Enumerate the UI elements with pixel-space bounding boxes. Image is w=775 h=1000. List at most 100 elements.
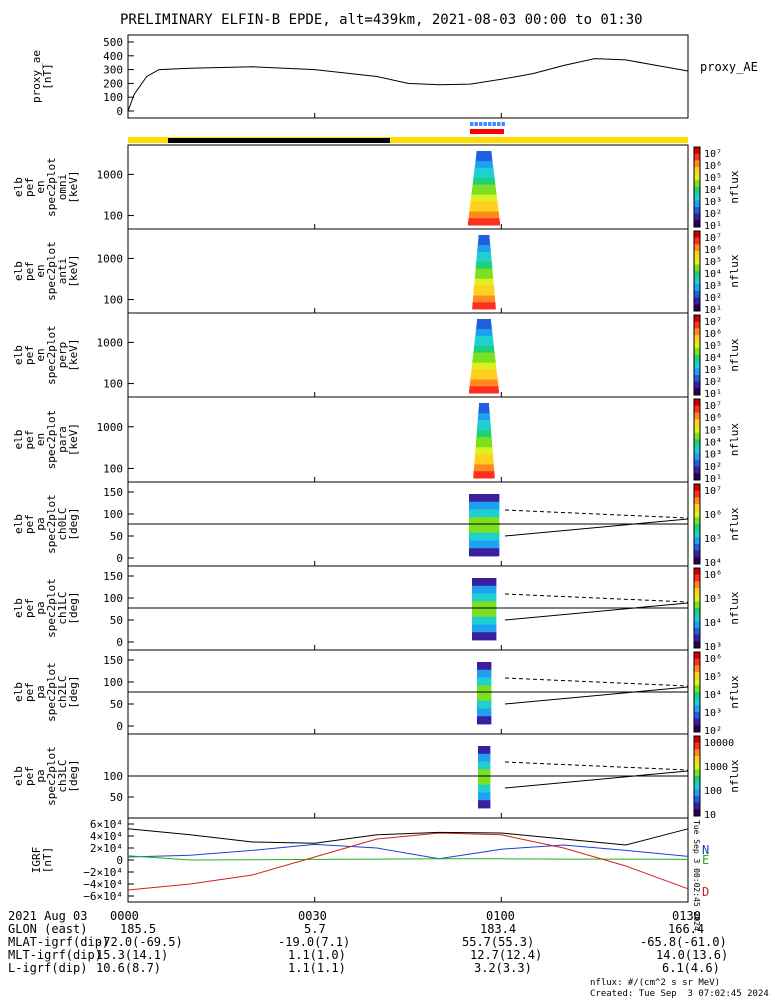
colorbar-frame-ch0LC xyxy=(693,483,701,565)
pa-cell-ch0LC-0-6 xyxy=(469,540,474,549)
pa-cell-ch3LC-1-0 xyxy=(479,746,482,755)
pa-cell-ch1LC-2-3 xyxy=(478,601,482,610)
ylabel-para-4: para xyxy=(56,426,69,453)
pa-cell-ch2LC-6-6 xyxy=(487,708,490,717)
spec-cell-para-15 xyxy=(474,454,494,459)
pa-cell-ch0LC-4-0 xyxy=(484,494,489,503)
pa-cell-ch0LC-4-2 xyxy=(484,509,489,518)
legend-E: E xyxy=(702,853,709,867)
ytick-igrf-6: −6×10⁴ xyxy=(83,890,123,903)
colorbar-seg-perp-0 xyxy=(694,315,700,323)
cbtick-anti-3: 10⁴ xyxy=(704,269,722,280)
spec-cell-perp-20 xyxy=(469,386,499,391)
panel-frame-anti xyxy=(127,228,689,314)
ytick-ch3LC-0: 100 xyxy=(103,770,123,783)
pa-cell-ch2LC-0-7 xyxy=(477,716,480,725)
pa-cell-ch2LC-7-4 xyxy=(489,693,492,702)
igrf-line-D xyxy=(127,832,689,891)
colorbar-seg-omni-7 xyxy=(694,193,700,201)
cblabel-anti: nflux xyxy=(728,254,741,287)
pa-cell-ch0LC-1-1 xyxy=(472,501,477,510)
ylabel-anti-0: elb xyxy=(12,261,25,281)
pa-cell-ch1LC-7-5 xyxy=(493,616,497,625)
pa-cell-ch2LC-5-6 xyxy=(485,708,488,717)
spec-cell-para-8 xyxy=(476,430,492,435)
pa-cell-ch1LC-2-7 xyxy=(478,632,482,641)
pa-cell-ch3LC-3-2 xyxy=(482,761,485,770)
ylabel-ch0LC-1: pef xyxy=(23,514,36,534)
cbtick-anti-2: 10⁵ xyxy=(704,257,722,268)
pa-cell-ch1LC-7-3 xyxy=(493,601,497,610)
ylabel-ch1LC-1: pef xyxy=(23,598,36,618)
ytick-ch0LC-1: 100 xyxy=(103,508,123,521)
cbtick-omni-0: 10⁷ xyxy=(704,149,722,160)
pa-cell-ch3LC-6-3 xyxy=(487,769,489,778)
pa-cell-ch1LC-3-0 xyxy=(481,578,485,587)
ytick-omni-0: 1000 xyxy=(97,168,124,181)
colorbar-seg-anti-1 xyxy=(694,237,700,245)
ylabel-anti-5: [keV] xyxy=(67,254,80,287)
pa-cell-ch1LC-3-5 xyxy=(481,616,485,625)
pa-cell-ch2LC-6-7 xyxy=(487,716,490,725)
pa-cell-ch0LC-4-3 xyxy=(484,517,489,526)
colorbar-seg-omni-5 xyxy=(694,180,700,188)
pa-cell-ch0LC-3-4 xyxy=(480,525,485,534)
pa-cell-ch0LC-0-7 xyxy=(469,548,474,557)
ytick-igrf-2: 2×10⁴ xyxy=(90,842,123,855)
pa-cell-ch3LC-4-3 xyxy=(484,769,486,778)
spec-cell-omni-10 xyxy=(472,184,496,189)
pa-cell-ch2LC-0-0 xyxy=(477,662,480,671)
ylabel-ch3LC-0: elb xyxy=(12,766,25,786)
colorbar-seg-ch3LC-10 xyxy=(694,802,700,810)
ylabel-ch3LC-2: pa xyxy=(34,769,47,782)
cbtick-ch3LC-3: 10 xyxy=(704,810,716,821)
spec-cell-perp-8 xyxy=(473,345,495,350)
legend-D: D xyxy=(702,885,709,899)
spec-cell-omni-21 xyxy=(467,221,501,226)
pa-cell-ch1LC-5-5 xyxy=(487,616,491,625)
colorbar-seg-anti-11 xyxy=(694,304,700,312)
pa-cell-ch0LC-4-7 xyxy=(484,548,489,557)
cbtick-perp-5: 10² xyxy=(704,377,722,388)
spec-cell-perp-16 xyxy=(470,372,498,377)
science-zone-blue-5 xyxy=(492,122,496,126)
ylabel-anti-1: pef xyxy=(23,261,36,281)
side-note: Tue Sep 3 00:02:45 2024 xyxy=(692,820,701,931)
pa-cell-ch3LC-0-7 xyxy=(478,800,480,809)
colorbar-seg-ch0LC-10 xyxy=(694,550,700,558)
cbtick-omni-1: 10⁶ xyxy=(704,161,722,172)
pa-cell-ch3LC-0-6 xyxy=(478,792,480,801)
ytick-ch0LC-2: 50 xyxy=(110,530,123,543)
pa-cell-ch0LC-0-0 xyxy=(469,494,474,503)
colorbar-frame-perp xyxy=(693,314,701,396)
pa-cell-ch2LC-7-6 xyxy=(489,708,492,717)
colorbar-seg-ch2LC-5 xyxy=(694,685,700,693)
pa-cell-ch2LC-4-0 xyxy=(484,662,487,671)
colorbar-seg-anti-0 xyxy=(694,231,700,239)
pa-cell-ch2LC-3-2 xyxy=(482,677,485,686)
pa-cell-ch1LC-3-6 xyxy=(481,624,485,633)
spec-cell-perp-15 xyxy=(471,369,497,374)
spec-cell-omni-11 xyxy=(472,188,496,192)
spec-cell-omni-16 xyxy=(469,204,499,209)
pa-cell-ch0LC-6-0 xyxy=(491,494,496,503)
pa-cell-ch2LC-2-6 xyxy=(480,708,483,717)
mlt-v1: 1.1(1.0) xyxy=(288,948,346,962)
ylabel-igrf-1: [nT] xyxy=(41,847,54,874)
ylabel-ch1LC-2: pa xyxy=(34,601,47,614)
spec-cell-perp-18 xyxy=(470,379,498,384)
ylabel-ch0LC-4: ch0LC xyxy=(56,507,69,540)
ytick-proxy_ae-5: 0 xyxy=(116,105,123,118)
cbtick-anti-1: 10⁶ xyxy=(704,245,722,256)
cbtick-omni-6: 10¹ xyxy=(704,221,722,232)
ylabel-ch3LC-4: ch3LC xyxy=(56,759,69,792)
pa-cell-ch1LC-0-7 xyxy=(472,632,476,641)
spec-cell-omni-13 xyxy=(471,194,497,199)
spec-cell-perp-7 xyxy=(474,342,494,347)
spec-cell-perp-0 xyxy=(477,319,491,323)
pa-cell-ch1LC-1-0 xyxy=(475,578,479,587)
pa-cell-ch0LC-2-1 xyxy=(476,501,481,510)
spec-cell-anti-14 xyxy=(474,282,494,286)
spec-cell-perp-3 xyxy=(475,329,493,333)
